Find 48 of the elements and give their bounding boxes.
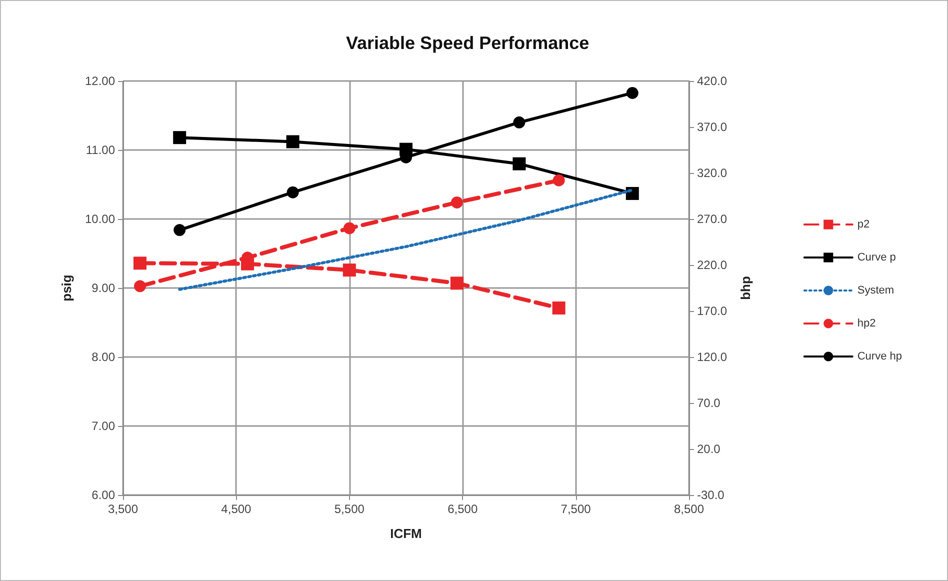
point bbox=[134, 280, 146, 292]
y-axis-title: psig bbox=[59, 274, 74, 302]
x-tick-label: 6,500 bbox=[448, 502, 478, 516]
x-tick-label: 4,500 bbox=[221, 502, 252, 516]
y-tick-label: 12.00 bbox=[84, 74, 116, 88]
point bbox=[552, 302, 566, 315]
x-tick-label: 5,500 bbox=[334, 502, 365, 516]
point bbox=[552, 174, 565, 186]
chart-title: Variable Speed Performance bbox=[346, 33, 590, 53]
y2-tick-label: 170.0 bbox=[697, 304, 728, 318]
y-tick-label: 7.00 bbox=[92, 419, 116, 433]
y-tick-label: 9.00 bbox=[92, 281, 116, 295]
legend-label: System bbox=[857, 284, 894, 296]
point bbox=[450, 276, 464, 290]
legend-label: Curve hp bbox=[857, 350, 902, 362]
y2-tick-label: 220.0 bbox=[697, 258, 728, 272]
y2-tick-label: -30.0 bbox=[697, 488, 725, 502]
x-axis-title: ICFM bbox=[390, 526, 422, 541]
y2-tick-label: 120.0 bbox=[697, 350, 728, 364]
point bbox=[626, 186, 639, 200]
point bbox=[513, 116, 526, 128]
y2-tick-label: 70.0 bbox=[697, 396, 721, 410]
y2-tick-label: 20.0 bbox=[697, 442, 721, 456]
y2-tick-label: 420.0 bbox=[697, 74, 728, 88]
point bbox=[133, 256, 146, 270]
y2-axis-title: bhp bbox=[738, 276, 753, 300]
point bbox=[174, 224, 186, 236]
point bbox=[450, 196, 463, 208]
point bbox=[286, 186, 299, 198]
y-tick-label: 6.00 bbox=[92, 488, 116, 502]
legend-label: p2 bbox=[857, 218, 870, 230]
y-tick-label: 10.00 bbox=[84, 212, 116, 226]
x-tick-label: 3,500 bbox=[108, 502, 138, 516]
y-tick-label: 8.00 bbox=[92, 350, 116, 364]
point bbox=[173, 131, 186, 144]
y2-tick-label: 270.0 bbox=[697, 212, 728, 226]
point bbox=[343, 222, 356, 234]
y2-tick-label: 320.0 bbox=[697, 166, 728, 180]
y2-tick-label: 370.0 bbox=[697, 120, 728, 134]
legend-label: Curve p bbox=[857, 252, 896, 264]
point bbox=[342, 264, 356, 277]
point bbox=[286, 135, 300, 148]
point bbox=[626, 86, 638, 99]
x-tick-label: 8,500 bbox=[674, 502, 704, 516]
y-tick-label: 11.00 bbox=[86, 143, 116, 157]
x-tick-label: 7,500 bbox=[560, 502, 592, 516]
point bbox=[512, 157, 526, 170]
legend-label: hp2 bbox=[857, 318, 876, 330]
